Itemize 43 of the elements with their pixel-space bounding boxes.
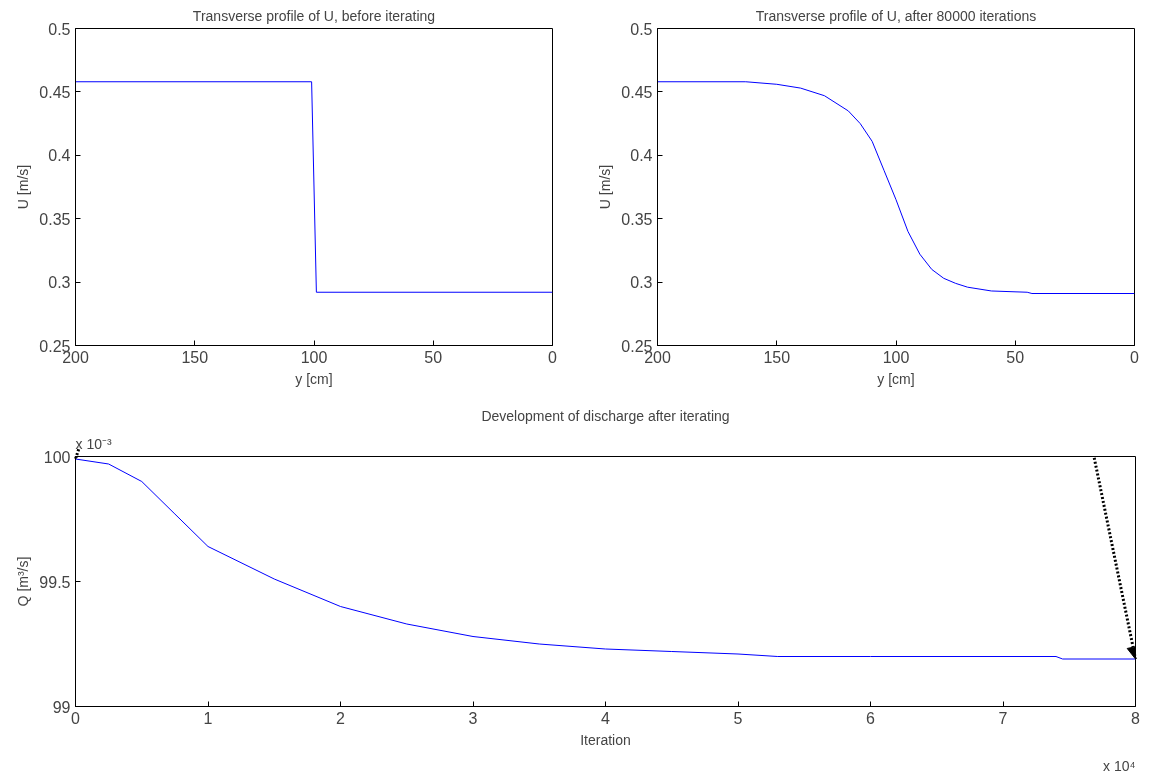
x-tick-label: 7 — [998, 709, 1008, 727]
y-tick-label: 99 — [52, 698, 71, 716]
y-tick-label: 0.45 — [39, 83, 71, 101]
y-tick-label: 0.5 — [48, 20, 71, 38]
x-tick-label: 5 — [733, 709, 743, 727]
y-tick-label: 100 — [43, 448, 71, 466]
x-axis-title: Iteration — [580, 731, 631, 748]
x-tick-label: 8 — [1131, 709, 1141, 727]
x-tick-label: 0 — [1130, 348, 1140, 366]
y-tick-label: 0.4 — [630, 147, 653, 165]
y-axis-title: Q [m³/s] — [15, 556, 32, 607]
text: x 10⁴ — [1103, 757, 1136, 774]
x-tick-label: 0 — [548, 348, 558, 366]
y-tick-label: 0.5 — [630, 20, 653, 38]
y-axis-title: U [m/s] — [15, 164, 32, 210]
y-tick-label: 99.5 — [39, 573, 71, 591]
x-tick-label: 1 — [203, 709, 213, 727]
x-tick-label: 6 — [866, 709, 876, 727]
y-tick-label: 0.45 — [621, 83, 653, 101]
y-tick-label: 0.35 — [621, 210, 653, 228]
x-axis-title: y [cm] — [877, 370, 915, 387]
x-tick-label: 150 — [181, 348, 209, 366]
x-tick-label: 50 — [424, 348, 443, 366]
chart-title: Transverse profile of U, after 80000 iterations — [755, 7, 1037, 24]
text: x 10⁻³ — [75, 435, 112, 452]
y-tick-label: 0.35 — [39, 210, 71, 228]
y-tick-label: 0.3 — [630, 274, 653, 292]
x-tick-label: 4 — [601, 709, 611, 727]
x-tick-label: 3 — [468, 709, 478, 727]
y-tick-label: 0.3 — [48, 274, 71, 292]
chart-title: Development of discharge after iterating — [481, 407, 730, 424]
x-tick-label: 100 — [300, 348, 328, 366]
x-tick-label: 150 — [763, 348, 791, 366]
line-series — [75, 458, 1136, 660]
x-tick-label: 2 — [336, 709, 346, 727]
y-tick-label: 0.4 — [48, 147, 71, 165]
x-axis-title: y [cm] — [295, 370, 333, 387]
chart-title: Transverse profile of U, before iterating — [192, 7, 436, 24]
x-tick-label: 0 — [71, 709, 81, 727]
line-series — [657, 81, 1135, 295]
x-tick-label: 100 — [882, 348, 910, 366]
y-axis-title: U [m/s] — [597, 164, 614, 210]
x-tick-label: 50 — [1006, 348, 1025, 366]
